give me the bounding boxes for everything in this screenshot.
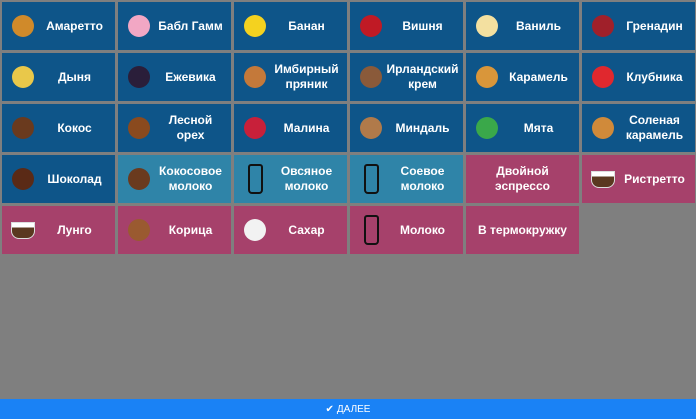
milk-bottle-icon bbox=[356, 215, 386, 245]
milk-bottle-icon bbox=[356, 164, 386, 194]
cherry-icon bbox=[356, 11, 386, 41]
option-tile[interactable]: Лунго bbox=[2, 206, 115, 254]
option-tile[interactable]: Миндаль bbox=[350, 104, 463, 152]
option-tile[interactable]: Молоко bbox=[350, 206, 463, 254]
option-tile[interactable]: Сахар bbox=[234, 206, 347, 254]
option-tile[interactable]: Карамель bbox=[466, 53, 579, 101]
option-label: Ристретто bbox=[624, 171, 685, 186]
option-tile[interactable]: Ирландский крем bbox=[350, 53, 463, 101]
irish-cream-glass-icon bbox=[356, 62, 386, 92]
option-label: Гренадин bbox=[626, 18, 683, 33]
option-label: Ирландский крем bbox=[386, 62, 459, 91]
vanilla-flower-icon bbox=[472, 11, 502, 41]
amaretto-bottle-icon bbox=[8, 11, 38, 41]
option-tile[interactable]: Соленая карамель bbox=[582, 104, 695, 152]
salted-caramel-icon bbox=[588, 113, 618, 143]
option-grid: Амаретто Бабл Гамм Банан Вишня Ваниль Гренади… bbox=[2, 2, 695, 254]
option-tile[interactable]: Двойной эспрессо bbox=[466, 155, 579, 203]
option-label: Молоко bbox=[400, 222, 445, 237]
option-tile[interactable]: Малина bbox=[234, 104, 347, 152]
caramel-icon bbox=[472, 62, 502, 92]
option-tile[interactable]: Вишня bbox=[350, 2, 463, 50]
coconut-icon bbox=[124, 164, 154, 194]
coconut-icon bbox=[8, 113, 38, 143]
option-tile[interactable]: Гренадин bbox=[582, 2, 695, 50]
option-label: Корица bbox=[168, 222, 213, 237]
option-tile[interactable]: Кокос bbox=[2, 104, 115, 152]
option-label: Бабл Гамм bbox=[158, 18, 223, 33]
option-tile[interactable]: Мята bbox=[466, 104, 579, 152]
option-label: Соленая карамель bbox=[625, 113, 684, 142]
option-tile[interactable]: Ваниль bbox=[466, 2, 579, 50]
option-label: Дыня bbox=[57, 69, 92, 84]
bubble-gum-icon bbox=[124, 11, 154, 41]
coffee-cup-icon bbox=[8, 215, 38, 245]
option-tile[interactable]: В термокружку bbox=[466, 206, 579, 254]
option-label: Амаретто bbox=[46, 18, 103, 33]
option-tile[interactable]: Корица bbox=[118, 206, 231, 254]
option-label: Клубника bbox=[626, 69, 683, 84]
option-label: Ваниль bbox=[516, 18, 561, 33]
option-tile[interactable]: Лесной орех bbox=[118, 104, 231, 152]
option-label: Малина bbox=[283, 120, 330, 135]
option-tile[interactable]: Клубника bbox=[582, 53, 695, 101]
hazelnut-icon bbox=[124, 113, 154, 143]
gingerbread-icon bbox=[240, 62, 270, 92]
banana-icon bbox=[240, 11, 270, 41]
cinnamon-icon bbox=[124, 215, 154, 245]
option-label: Лесной орех bbox=[168, 113, 213, 142]
option-label: В термокружку bbox=[478, 222, 567, 237]
strawberry-icon bbox=[588, 62, 618, 92]
option-label: Имбирный пряник bbox=[274, 62, 339, 91]
option-tile[interactable]: Имбирный пряник bbox=[234, 53, 347, 101]
option-tile[interactable]: Шоколад bbox=[2, 155, 115, 203]
option-tile[interactable]: Овсяное молоко bbox=[234, 155, 347, 203]
option-label: Сахар bbox=[288, 222, 325, 237]
chocolate-icon bbox=[8, 164, 38, 194]
sugar-cubes-icon bbox=[240, 215, 270, 245]
milk-bottle-icon bbox=[240, 164, 270, 194]
option-label: Миндаль bbox=[395, 120, 450, 135]
melon-icon bbox=[8, 62, 38, 92]
option-label: Лунго bbox=[57, 222, 92, 237]
option-tile[interactable]: Дыня bbox=[2, 53, 115, 101]
pomegranate-icon bbox=[588, 11, 618, 41]
coffee-cup-icon bbox=[588, 164, 618, 194]
option-label: Двойной эспрессо bbox=[495, 164, 550, 193]
option-tile[interactable]: Ежевика bbox=[118, 53, 231, 101]
option-label: Вишня bbox=[402, 18, 443, 33]
option-tile[interactable]: Ристретто bbox=[582, 155, 695, 203]
next-button[interactable]: ✔ ДАЛЕЕ bbox=[0, 399, 696, 419]
option-label: Овсяное молоко bbox=[280, 164, 333, 193]
option-label: Ежевика bbox=[165, 69, 216, 84]
option-tile[interactable]: Соевое молоко bbox=[350, 155, 463, 203]
next-button-label: ДАЛЕЕ bbox=[336, 403, 371, 415]
option-label: Банан bbox=[288, 18, 325, 33]
option-tile[interactable]: Банан bbox=[234, 2, 347, 50]
option-tile[interactable]: Бабл Гамм bbox=[118, 2, 231, 50]
raspberry-icon bbox=[240, 113, 270, 143]
checkmark-icon: ✔ bbox=[325, 403, 334, 415]
option-label: Карамель bbox=[509, 69, 568, 84]
option-label: Кокос bbox=[57, 120, 92, 135]
option-tile[interactable]: Амаретто bbox=[2, 2, 115, 50]
blackberry-icon bbox=[124, 62, 154, 92]
almond-icon bbox=[356, 113, 386, 143]
option-label: Кокосовое молоко bbox=[159, 164, 222, 193]
mint-leaf-icon bbox=[472, 113, 502, 143]
option-label: Мята bbox=[523, 120, 554, 135]
option-label: Соевое молоко bbox=[400, 164, 445, 193]
option-label: Шоколад bbox=[47, 171, 102, 186]
option-tile[interactable]: Кокосовое молоко bbox=[118, 155, 231, 203]
